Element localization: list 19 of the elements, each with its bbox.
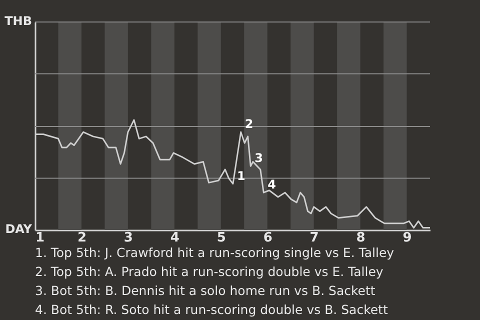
x-tick-label: 5 (216, 230, 226, 246)
text: 4. Bot 5th: R. Soto hit a run-scoring double vs B. Sackett (35, 302, 388, 317)
x-tick-label: 6 (263, 230, 272, 246)
x-tick-label: 8 (356, 230, 366, 246)
x-tick-label: 4 (170, 230, 180, 246)
text: DAY (5, 222, 32, 236)
text: THB (4, 14, 32, 28)
x-tick-label: 7 (310, 230, 319, 246)
annotation: 2 (244, 117, 254, 132)
text: 2. Top 5th: A. Prado hit a run-scoring double vs E. Talley (35, 264, 384, 279)
annotation: 3 (254, 151, 263, 166)
x-tick-label: 1 (36, 230, 45, 246)
x-tick-label: 2 (77, 230, 86, 246)
annotation: 1 (236, 168, 246, 183)
text: 3. Bot 5th: B. Dennis hit a solo home run vs B. Sackett (35, 283, 376, 298)
annotation: 4 (268, 178, 276, 192)
text: 1. Top 5th: J. Crawford hit a run-scoring single vs E. Talley (35, 245, 395, 260)
x-tick-label: 3 (124, 230, 133, 246)
x-tick-label: 9 (402, 230, 412, 246)
